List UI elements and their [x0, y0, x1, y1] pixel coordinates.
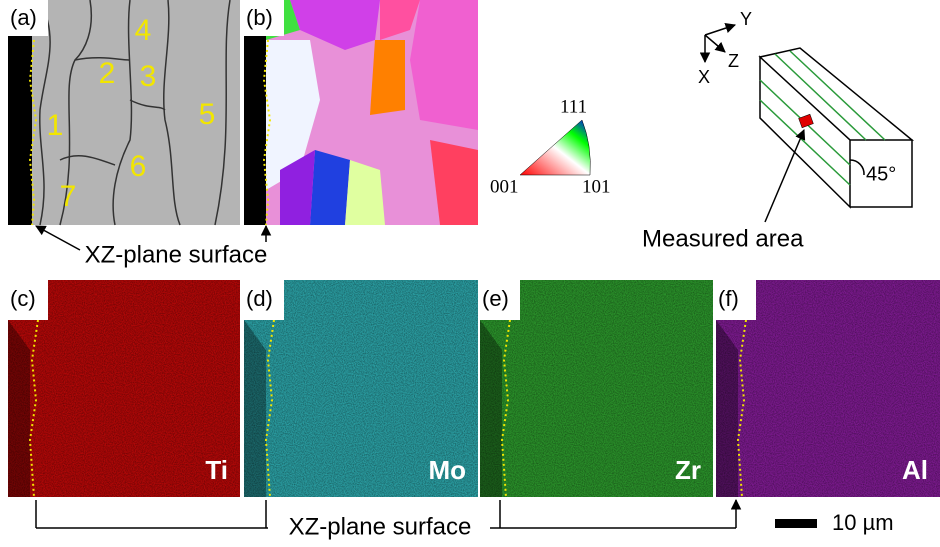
angle-label: 45° — [866, 163, 896, 185]
caption: XZ-plane surface — [85, 241, 268, 268]
angle-arc — [850, 160, 864, 175]
caption: XZ-plane surface — [289, 513, 472, 540]
grain — [410, 0, 478, 130]
panel-label: (c) — [10, 286, 36, 311]
panel-a: (a) 1 2 3 4 5 6 7 — [8, 0, 240, 225]
panel-label: (f) — [718, 286, 739, 311]
measured-area — [799, 114, 814, 128]
figure: (a) 1 2 3 4 5 6 7 (b) 111 001 101 — [0, 0, 940, 547]
panel-label: (e) — [482, 286, 509, 311]
axis-label: Y — [740, 9, 752, 29]
ipf-triangle — [520, 120, 590, 175]
ipf-key: 111 001 101 — [490, 96, 611, 197]
grain — [345, 160, 385, 225]
ipf-label: 001 — [490, 176, 519, 197]
grain-number: 1 — [47, 109, 64, 142]
scale-bar — [775, 519, 817, 528]
element-label: Ti — [205, 455, 228, 485]
element-maps: (c) Ti (d) Mo (e) Zr (f) Al — [8, 280, 940, 497]
pointer-arrow — [765, 130, 804, 222]
axis-arrow — [705, 35, 725, 52]
caption-arrow — [36, 226, 80, 250]
axis-arrow — [705, 25, 735, 35]
grain-number: 7 — [60, 180, 77, 213]
panel-label: (b) — [246, 5, 273, 30]
axis-label: Z — [728, 51, 739, 71]
panel-label: (d) — [246, 286, 273, 311]
grain-number: 2 — [99, 57, 116, 90]
grain-number: 6 — [130, 150, 147, 183]
grain-number: 3 — [140, 60, 157, 93]
edge — [8, 320, 30, 497]
element-label: Zr — [675, 455, 701, 485]
grain-number: 5 — [199, 98, 216, 131]
edge — [716, 320, 738, 497]
element-label: Al — [902, 455, 928, 485]
grain — [370, 40, 405, 115]
panel-label: (a) — [10, 5, 37, 30]
ipf-label: 101 — [582, 176, 611, 197]
edge — [244, 320, 266, 497]
ipf-label: 111 — [560, 96, 587, 117]
element-label: Mo — [428, 455, 466, 485]
grain — [310, 150, 350, 225]
axis-label: X — [698, 67, 710, 87]
panel-b: (b) — [244, 0, 478, 225]
scale-label: 10 µm — [832, 510, 894, 535]
edge — [480, 320, 502, 497]
annotation: Measured area — [642, 225, 804, 252]
grain-number: 4 — [135, 14, 152, 47]
